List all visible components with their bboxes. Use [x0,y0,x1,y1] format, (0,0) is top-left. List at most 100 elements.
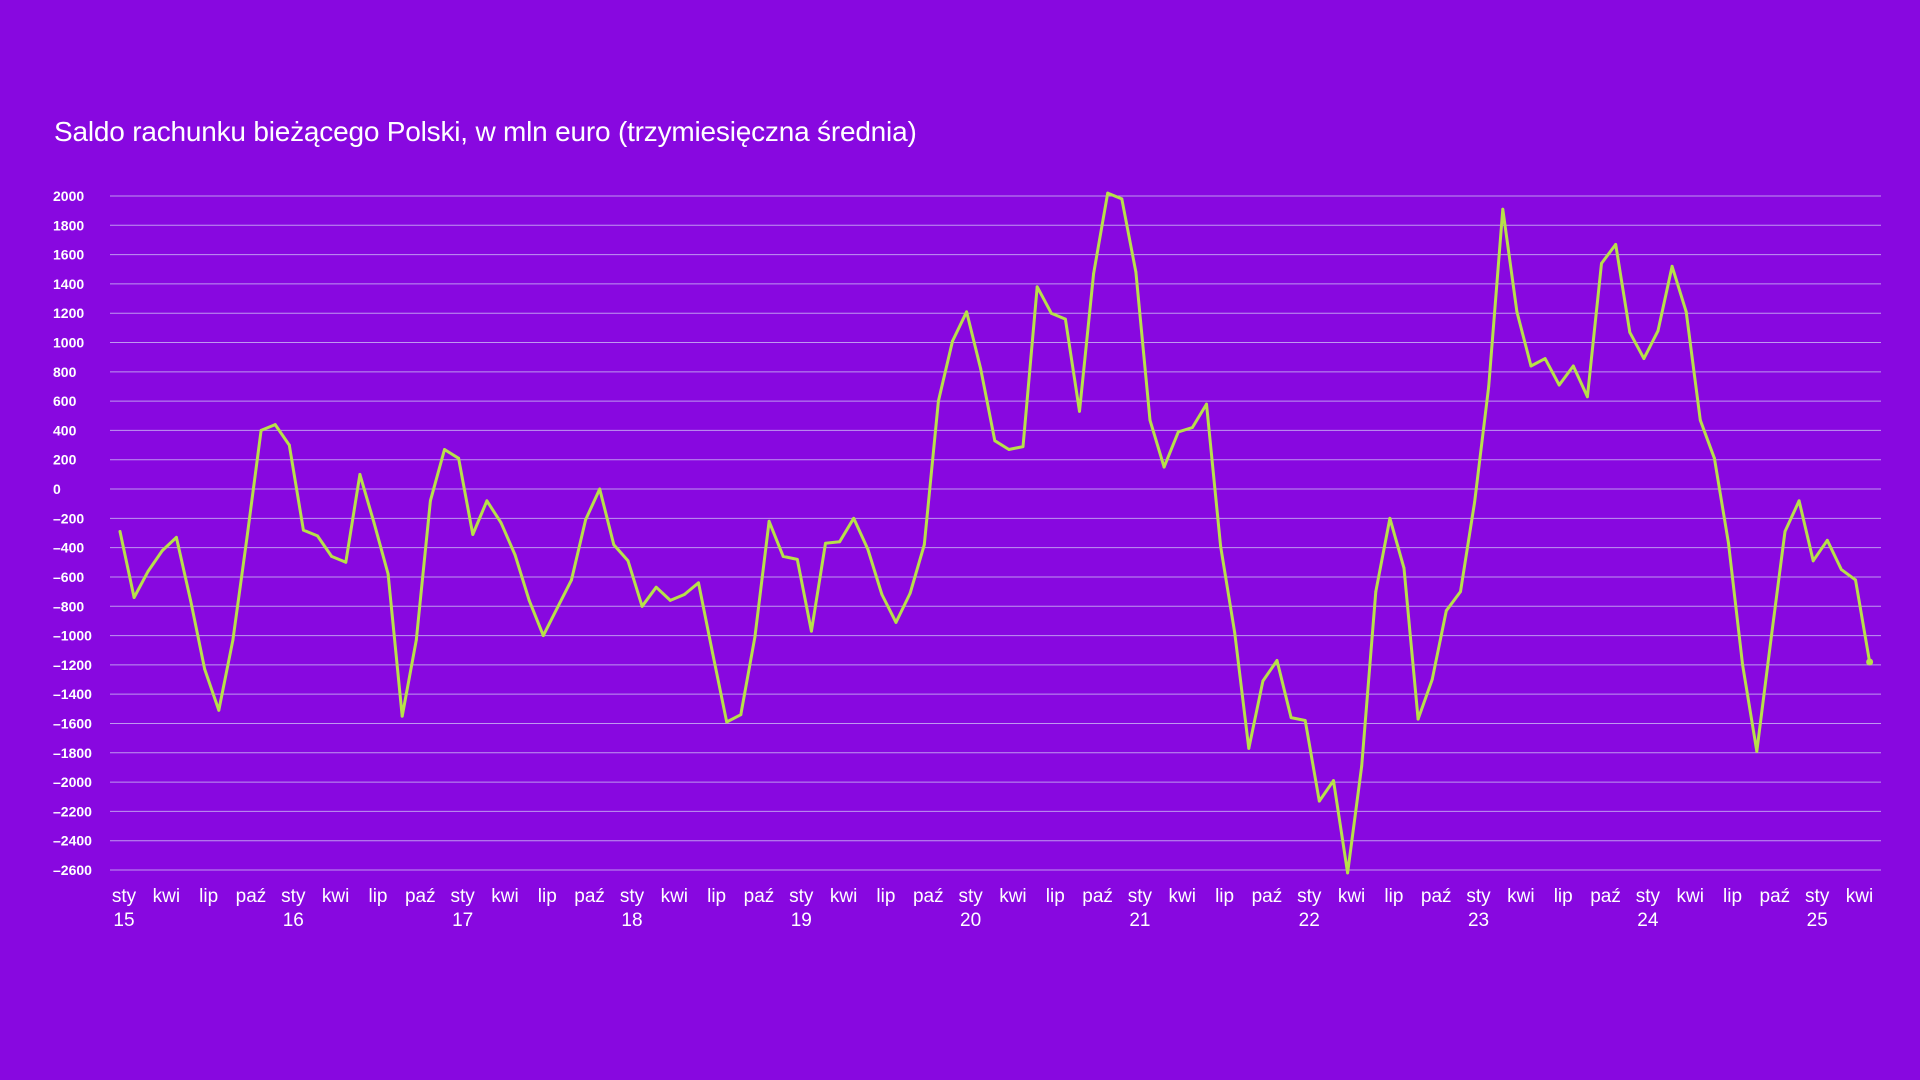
data-point [146,569,150,573]
data-point [1854,578,1857,582]
data-point [1487,385,1491,388]
data-point [880,593,884,596]
data-point [1402,566,1406,570]
data-point [965,310,968,314]
data-point [1783,530,1787,533]
x-tick-month-label: kwi [661,886,688,907]
data-point [471,533,475,536]
series-points [118,191,1872,875]
data-point [344,560,348,564]
y-tick-label: 1600 [53,247,84,263]
data-point [1289,716,1293,720]
data-point [1529,364,1533,368]
data-point [1473,500,1476,504]
x-tick-year-label: 20 [960,910,981,931]
data-point [245,535,249,539]
data-point [711,651,715,655]
data-point [175,535,178,539]
data-point [189,599,192,602]
x-tick-month-label: sty [620,886,645,907]
data-point [1120,197,1124,201]
data-point [654,585,658,589]
data-point [513,553,517,557]
data-point [951,339,954,343]
x-tick-month-label: lip [1046,886,1065,907]
x-tick-year-label: 22 [1299,910,1320,931]
y-tick-label: 1000 [53,335,84,351]
y-tick-label: 800 [53,364,77,380]
x-tick-month-label: lip [876,886,895,907]
data-point [1769,638,1773,642]
data-point [372,521,376,525]
data-point [556,606,559,610]
x-tick-month-label: kwi [153,886,180,907]
data-point [1670,264,1674,268]
x-tick-month-label: paź [236,886,267,907]
data-point [1656,329,1660,333]
data-point [429,499,432,503]
data-point [1092,272,1095,276]
x-tick-month-label: paź [913,886,944,907]
data-point [1021,445,1025,448]
data-point [668,599,672,602]
x-tick-month-label: paź [1590,886,1621,907]
data-point [485,499,489,503]
chart-title: Saldo rachunku bieżącego Polski, w mln e… [54,116,917,147]
x-tick-year-label: 25 [1807,910,1828,931]
data-point [1374,590,1378,594]
x-tick-month-label: sty [281,886,306,907]
x-tick-month-label: kwi [1846,886,1873,907]
y-tick-label: 200 [53,452,77,468]
data-point [203,667,207,671]
data-point [302,528,305,532]
x-tick-month-label: kwi [830,886,857,907]
data-point [979,367,983,371]
data-point [1205,402,1208,406]
x-tick-month-label: sty [1297,886,1322,907]
data-point [1233,631,1237,635]
data-point [838,540,842,544]
data-point [527,599,531,602]
y-tick-label: 0 [53,481,61,497]
x-tick-month-label: sty [789,886,814,907]
y-tick-label: –600 [53,569,84,585]
y-tick-label: 400 [53,422,77,438]
x-tick-month-label: kwi [999,886,1026,907]
data-point [852,516,856,520]
y-tick-label: –1000 [53,628,92,644]
data-point [1684,310,1688,314]
data-point [118,530,122,533]
grid-lines [110,195,1881,871]
data-point [570,578,573,582]
data-point [908,591,912,595]
series-line [118,191,1872,875]
data-point [231,638,235,642]
x-tick-month-label: sty [112,886,137,907]
data-point [683,593,686,596]
data-point [1586,395,1589,399]
data-point [1501,207,1505,211]
data-point [316,534,319,538]
data-point [1007,448,1011,451]
data-point [1811,559,1815,563]
data-point [1430,678,1434,681]
x-tick-year-label: 18 [621,910,642,931]
data-point [809,629,813,633]
data-point [1317,799,1321,803]
data-point [936,399,940,403]
x-tick-month-label: kwi [491,886,518,907]
data-point [457,456,461,460]
data-point [1642,357,1646,361]
x-tick-month-label: kwi [1338,886,1365,907]
data-point [541,634,545,637]
y-tick-label: –2400 [53,833,92,849]
x-tick-month-label: paź [574,886,605,907]
data-point [217,708,221,712]
x-tick-month-label: sty [450,886,475,907]
data-point [1148,418,1152,422]
data-point [1557,383,1561,387]
x-tick-year-label: 17 [452,910,473,931]
series-layer [118,191,1874,875]
